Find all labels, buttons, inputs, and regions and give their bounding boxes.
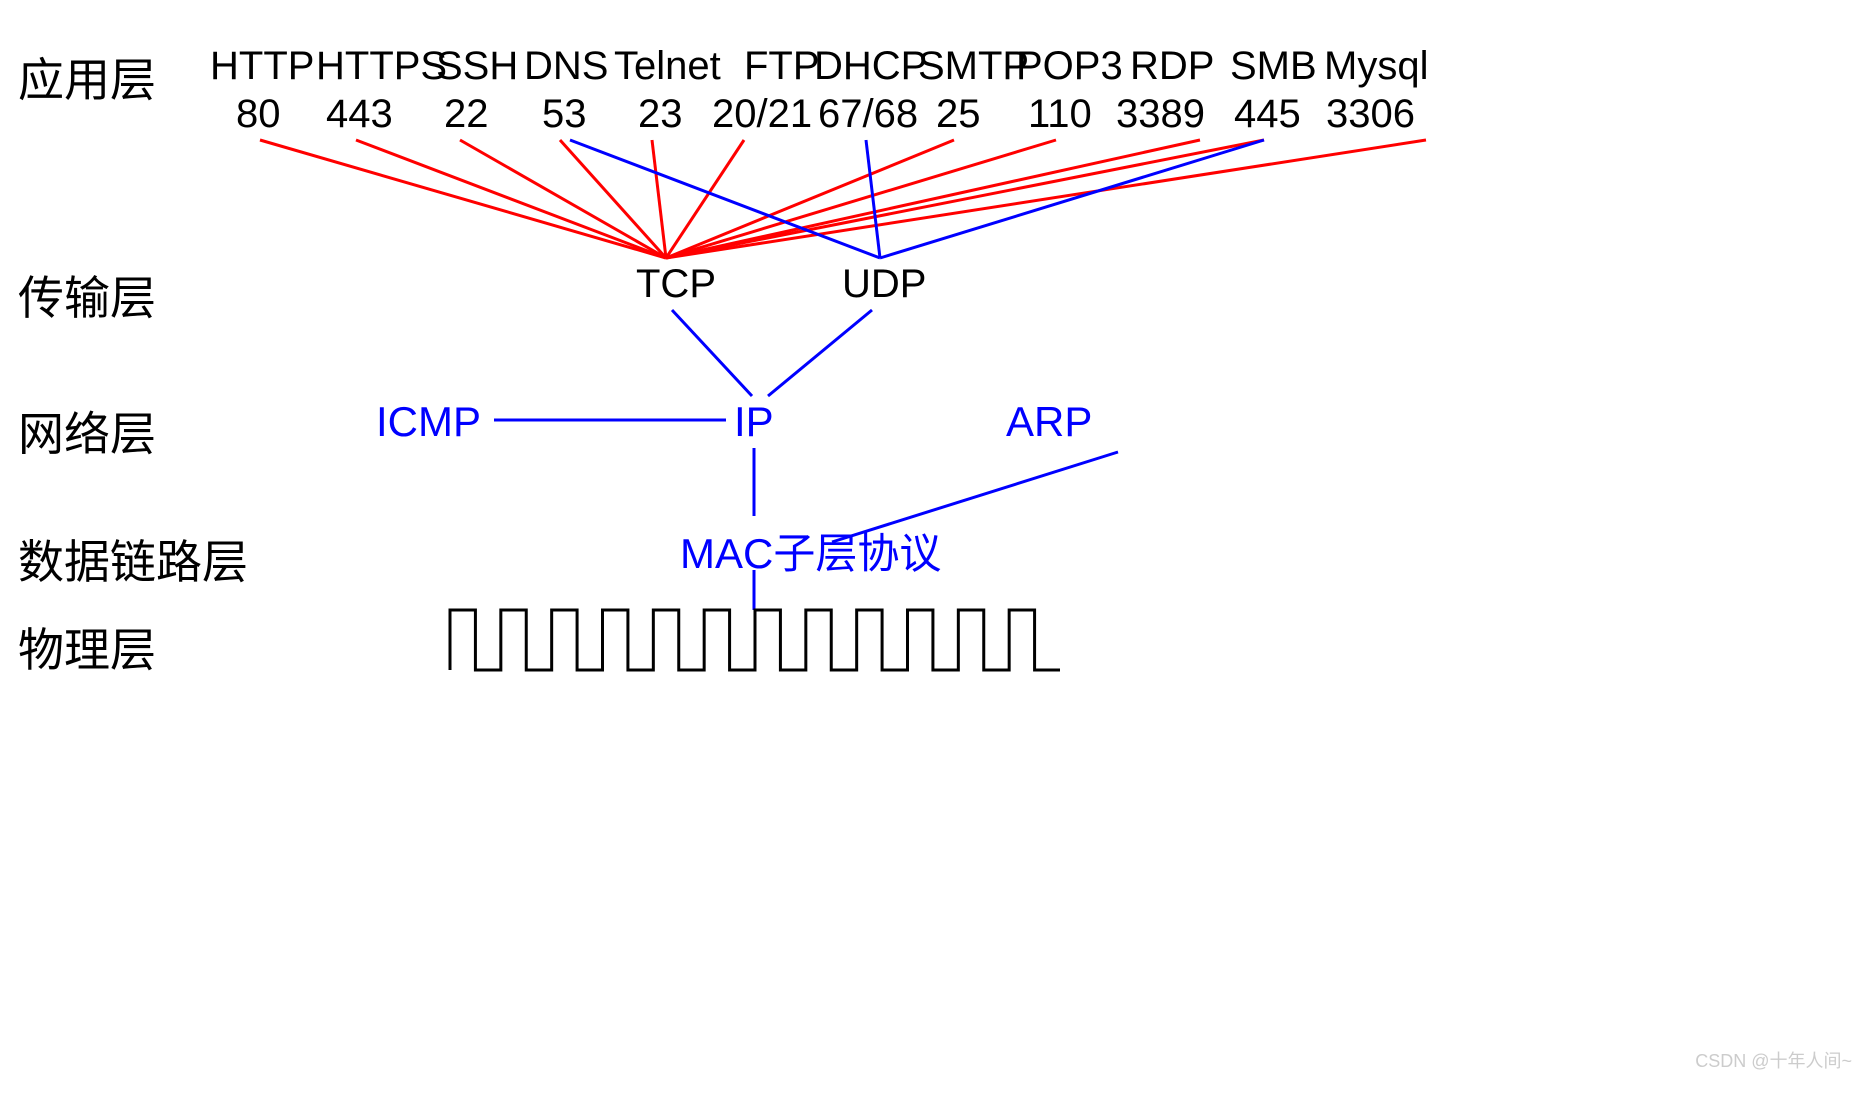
port-smb: 445 — [1234, 92, 1301, 137]
proto-ssh: SSH — [436, 44, 518, 89]
proto-http: HTTP — [210, 44, 314, 89]
port-telnet: 23 — [638, 92, 683, 137]
node-mac: MAC子层协议 — [680, 520, 941, 581]
port-https: 443 — [326, 92, 393, 137]
square-wave-signal — [450, 610, 1060, 670]
node-icmp: ICMP — [376, 398, 481, 446]
layer-transport: 传输层 — [18, 262, 156, 328]
port-smtp: 25 — [936, 92, 981, 137]
proto-pop3: POP3 — [1016, 44, 1123, 89]
port-ftp: 20/21 — [712, 92, 812, 137]
node-tcp: TCP — [636, 262, 716, 307]
layer-physical: 物理层 — [18, 614, 156, 680]
port-rdp: 3389 — [1116, 92, 1205, 137]
network-stack-diagram: 应用层 传输层 网络层 数据链路层 物理层 HTTP HTTPS SSH DNS… — [0, 0, 1872, 1093]
port-ssh: 22 — [444, 92, 489, 137]
proto-mysql: Mysql — [1324, 44, 1428, 89]
proto-smtp: SMTP — [918, 44, 1029, 89]
proto-telnet: Telnet — [614, 44, 721, 89]
port-dns: 53 — [542, 92, 587, 137]
layer-network: 网络层 — [18, 398, 156, 464]
node-ip: IP — [734, 398, 774, 446]
port-pop3: 110 — [1028, 92, 1092, 137]
proto-dns: DNS — [524, 44, 608, 89]
watermark: CSDN @十年人间~ — [1695, 1047, 1852, 1073]
layer-datalink: 数据链路层 — [18, 526, 248, 592]
node-arp: ARP — [1006, 398, 1092, 446]
port-dhcp: 67/68 — [818, 92, 918, 137]
proto-rdp: RDP — [1130, 44, 1214, 89]
proto-dhcp: DHCP — [814, 44, 927, 89]
proto-ftp: FTP — [744, 44, 820, 89]
node-udp: UDP — [842, 262, 926, 307]
port-mysql: 3306 — [1326, 92, 1415, 137]
proto-smb: SMB — [1230, 44, 1317, 89]
layer-application: 应用层 — [18, 44, 156, 110]
proto-https: HTTPS — [316, 44, 447, 89]
port-http: 80 — [236, 92, 281, 137]
